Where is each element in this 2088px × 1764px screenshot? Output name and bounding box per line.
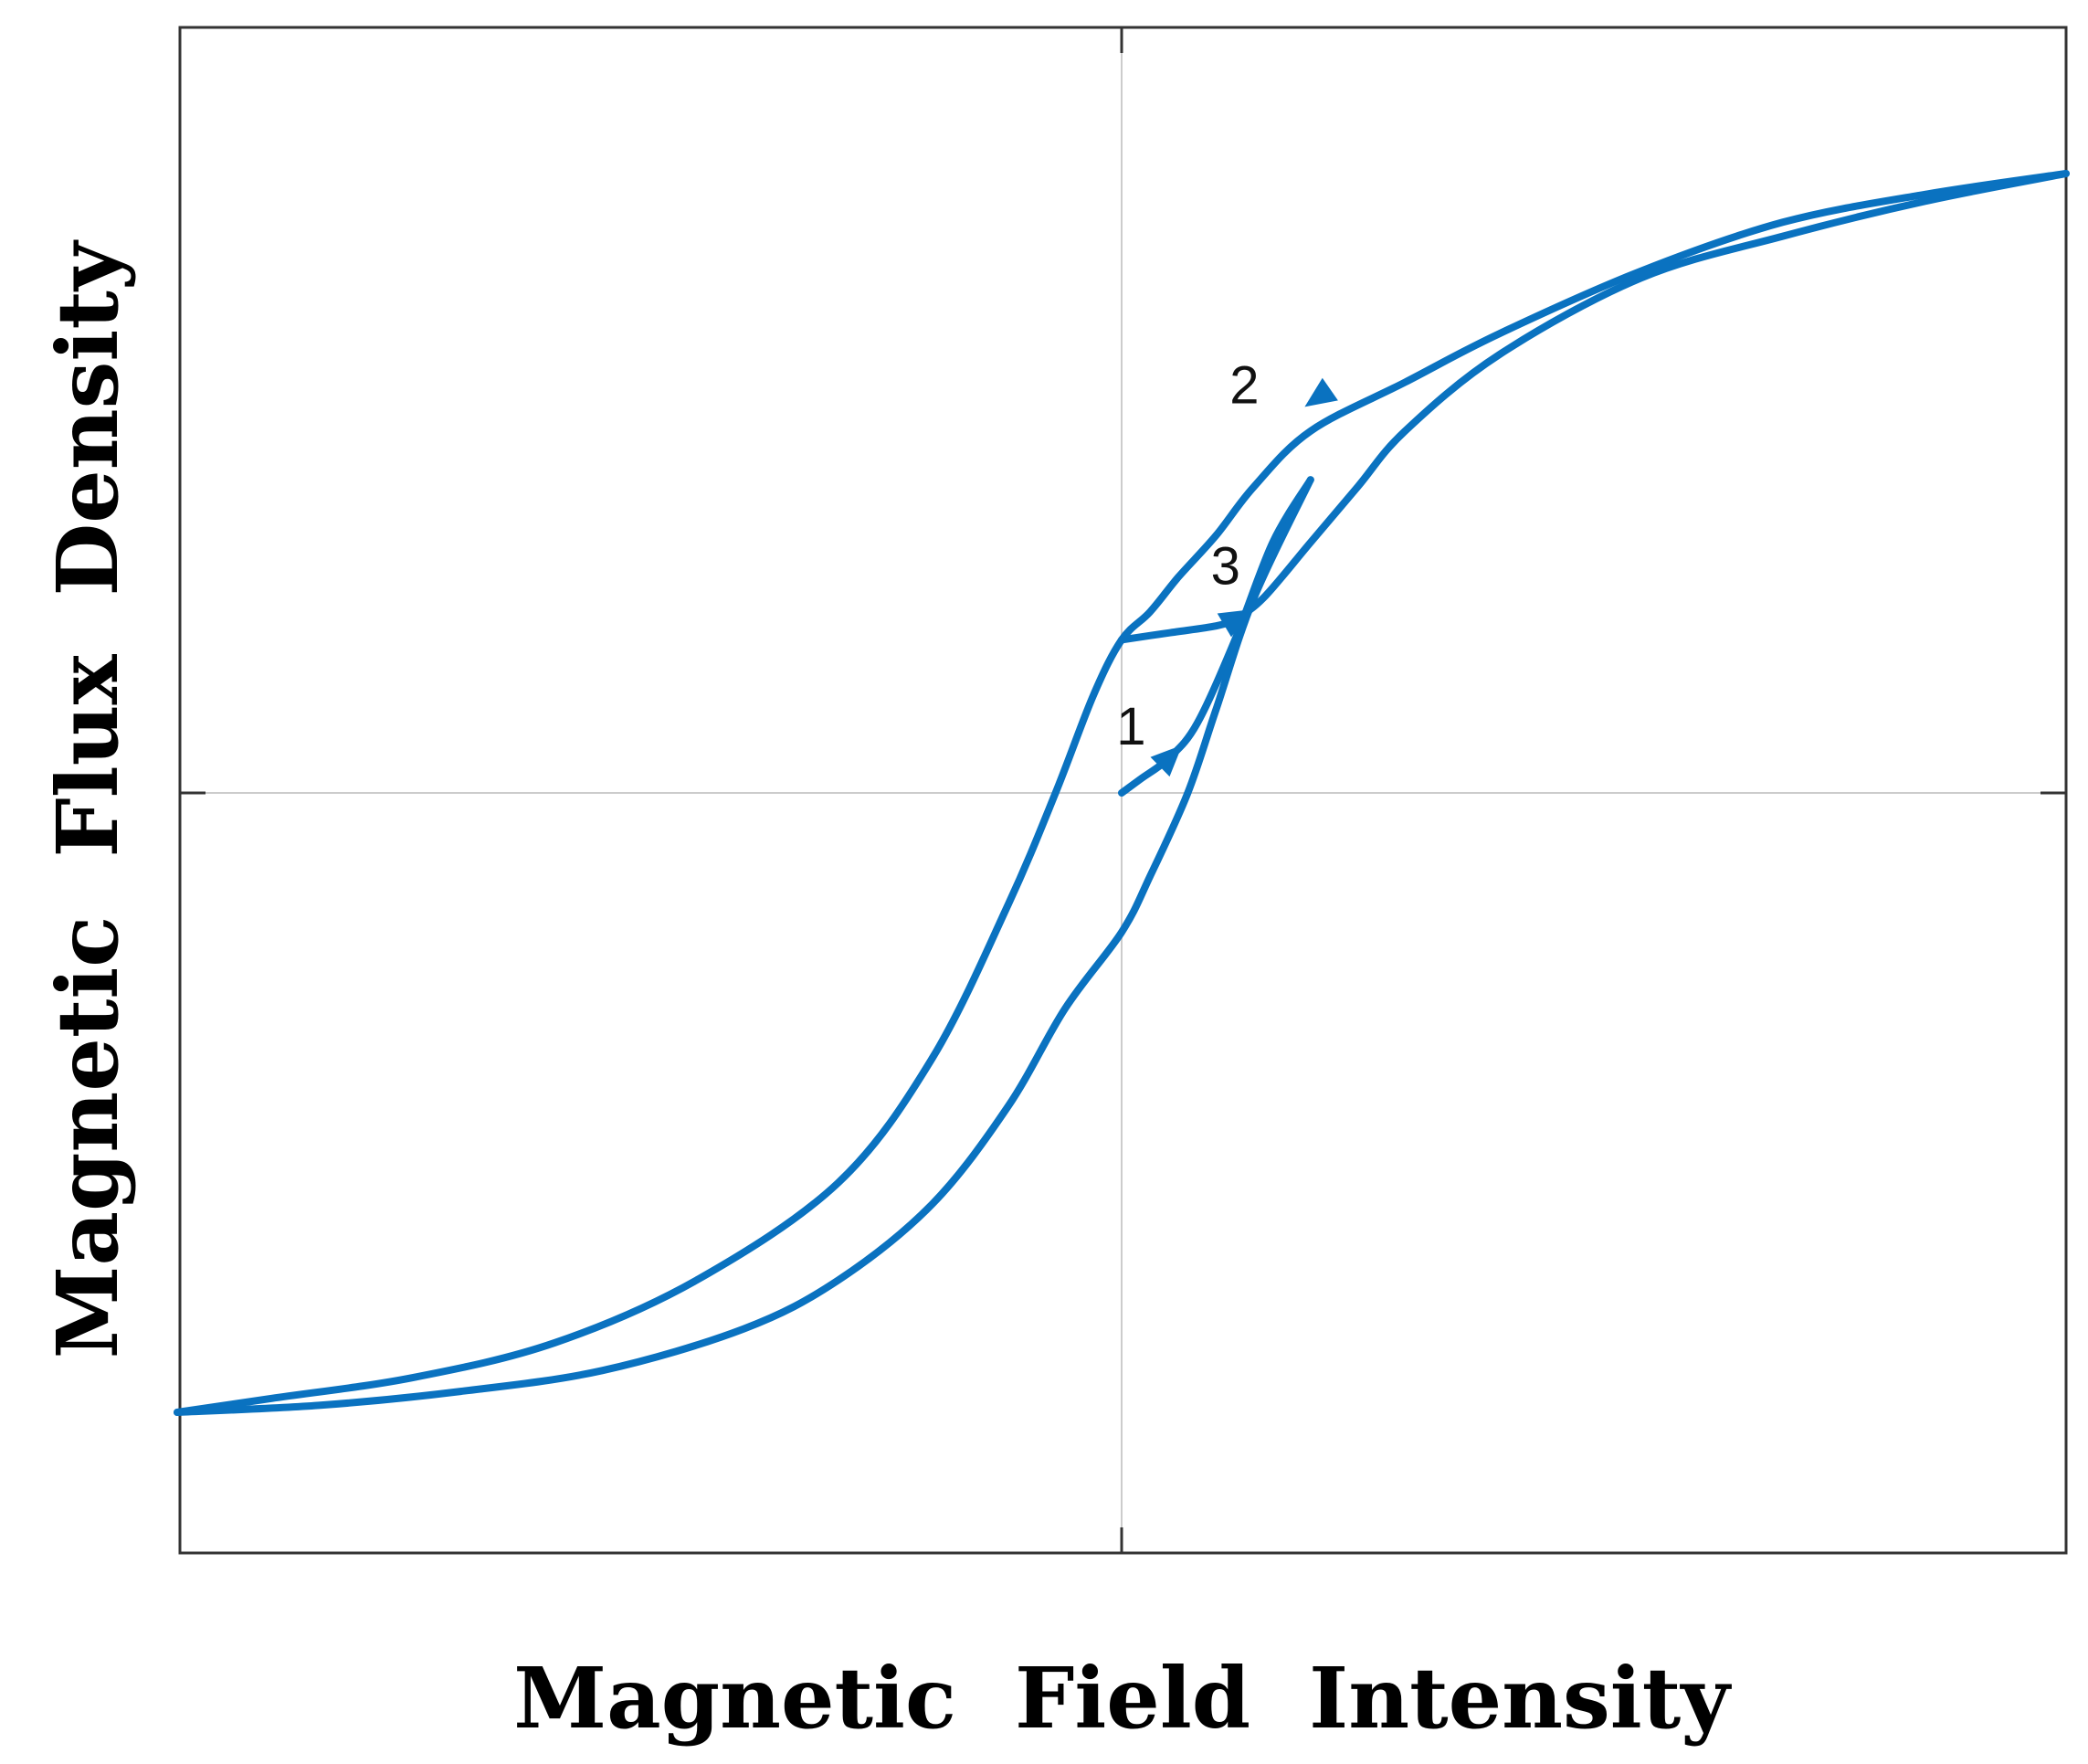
arrow-3 <box>1217 609 1251 638</box>
x-axis-label: Magnetic Field Intensity <box>513 1649 1730 1748</box>
arrow-1 <box>1150 745 1183 777</box>
direction-arrows <box>1150 377 1338 777</box>
curve-label-2: 2 <box>1229 355 1259 415</box>
curve-1 <box>1118 476 1314 797</box>
curve-2 <box>174 170 2070 1416</box>
curve-label-3: 3 <box>1211 537 1240 597</box>
arrow-2 <box>1304 377 1338 407</box>
curve-label-1: 1 <box>1116 697 1145 756</box>
y-axis-label: Magnetic Flux Density <box>38 241 137 1359</box>
curve-rising-branch <box>174 476 1314 1416</box>
curve-labels: 1 2 3 <box>1116 355 1259 755</box>
